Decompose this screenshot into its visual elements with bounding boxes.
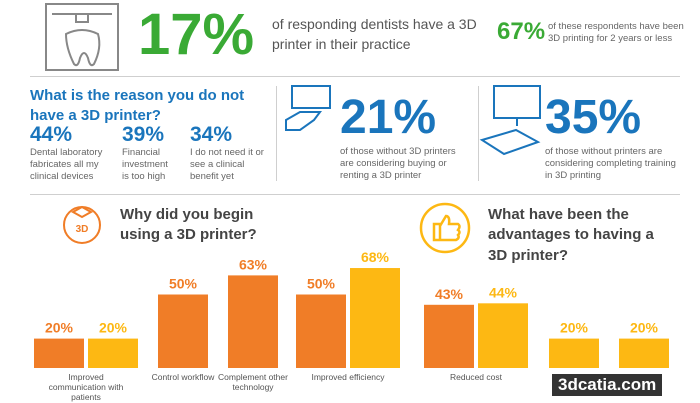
cash-icon [285, 85, 331, 131]
stat-value: 35% [545, 91, 642, 144]
category-label: Complement other technology [218, 372, 288, 393]
category-label: Improved communication with patients [48, 372, 124, 403]
bar [158, 294, 208, 368]
category-label: Reduced cost [450, 372, 502, 382]
bar [478, 303, 528, 368]
reason-value: 44% [30, 123, 73, 146]
section-heading: What is the reason you do not have a 3D … [30, 87, 245, 124]
divider [478, 86, 479, 181]
reason-value: 39% [122, 123, 165, 146]
icon-label: 3D [76, 224, 89, 235]
stat-text: of responding dentists have a 3D printer… [272, 16, 477, 52]
stat-value: 17% [138, 2, 255, 67]
divider [276, 86, 277, 181]
value-label: 68% [361, 249, 390, 265]
bar [424, 304, 474, 368]
category-label: Control workflow [151, 372, 215, 382]
category-label: Improved efficiency [311, 372, 385, 382]
value-label: 50% [169, 276, 198, 292]
series-heading: What have been the advantages to having … [488, 206, 654, 264]
bar [350, 268, 400, 368]
value-label: 50% [307, 276, 336, 292]
value-label: 20% [560, 320, 589, 336]
divider [30, 76, 680, 77]
bar [228, 275, 278, 368]
series-heading: Why did you begin using a 3D printer? [120, 206, 257, 244]
bar [619, 338, 669, 368]
stat-text: of those without printers are considerin… [545, 146, 676, 181]
stat-text: of those without 3D printers are conside… [340, 146, 456, 181]
stat-value: 21% [340, 91, 437, 144]
bar [549, 338, 599, 368]
divider [30, 194, 680, 195]
thumb-icon [419, 202, 471, 254]
value-label: 44% [489, 284, 518, 300]
bar [296, 294, 346, 368]
value-label: 20% [45, 320, 74, 336]
bar [88, 338, 138, 368]
value-label: 20% [630, 320, 659, 336]
reason-text: Dental laboratory fabricates all my clin… [30, 147, 103, 182]
tooth-printer-icon [45, 3, 119, 71]
bar [34, 338, 84, 368]
reason-text: Financial investment is too high [122, 147, 168, 182]
reason-value: 34% [190, 123, 233, 146]
computer-icon [479, 85, 541, 156]
value-label: 43% [435, 286, 464, 302]
value-label: 63% [239, 256, 268, 272]
watermark: 3dcatia.com [552, 374, 663, 396]
stat-text: of these respondents have been 3D printi… [548, 21, 684, 44]
value-label: 20% [99, 320, 128, 336]
3d-icon [63, 205, 101, 244]
stat-value: 67% [497, 18, 546, 45]
reason-text: I do not need it or see a clinical benef… [190, 147, 264, 182]
